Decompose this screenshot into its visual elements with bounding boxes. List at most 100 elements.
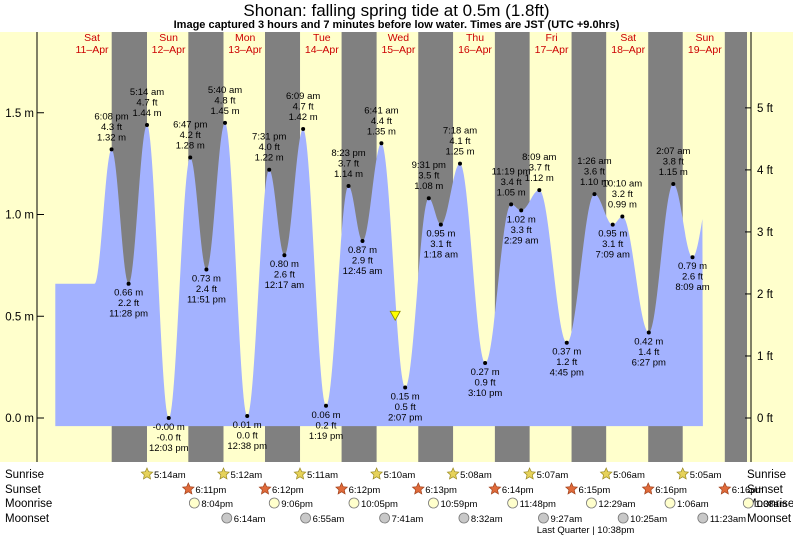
extreme-label: 1.45 m [210, 106, 239, 117]
extreme-label: 0.95 m [598, 229, 627, 240]
day-name: Wed [388, 32, 410, 44]
extreme-point [109, 147, 114, 152]
moonrise-icon [188, 497, 200, 509]
sunset-time: 6:16pm [732, 485, 764, 496]
sunset-icon [258, 482, 272, 495]
y-left-tick-label: 1.5 m [5, 108, 34, 120]
moonrise-icon [586, 497, 597, 509]
moonset-time: 9:27am [550, 514, 582, 525]
extreme-point [204, 267, 209, 272]
extreme-label: 12:17 am [265, 280, 305, 291]
extreme-point [537, 188, 542, 193]
moonset-time: 8:32am [471, 514, 503, 525]
moonset-row-label-right: Moonset [747, 513, 792, 525]
moonset-time: 6:55am [313, 514, 345, 525]
extreme-label: 4.1 ft [449, 136, 470, 147]
sunset-time: 6:14pm [502, 485, 534, 496]
day-date: 16–Apr [458, 44, 492, 56]
y-right-tick-label: 2 ft [757, 289, 774, 301]
extreme-label: 6:27 pm [632, 358, 666, 369]
extreme-point [245, 413, 250, 418]
extreme-point [282, 253, 287, 258]
tide-area [55, 123, 703, 427]
sunrise-icon [140, 467, 154, 480]
extreme-label: 6:41 am [364, 105, 398, 116]
moonset-icon [300, 512, 311, 524]
extreme-label: 2.6 ft [682, 272, 703, 283]
sunset-time: 6:12pm [349, 485, 381, 496]
moonrise-time: 10:59pm [440, 499, 477, 510]
extreme-label: 1.28 m [176, 141, 205, 152]
y-right-tick-label: 1 ft [757, 351, 774, 363]
moonset-time: 10:25am [630, 514, 667, 525]
extreme-label: 1.35 m [367, 126, 396, 137]
sunrise-time: 5:06am [613, 470, 645, 481]
sunrise-row-label-right: Sunrise [747, 469, 786, 481]
extreme-label: 7:18 am [443, 126, 477, 137]
extreme-label: 10:10 am [603, 179, 643, 190]
extreme-label: 3.1 ft [430, 239, 451, 250]
sunset-time: 6:12pm [272, 485, 304, 496]
moonset-icon [697, 512, 709, 524]
moonrise-icon [507, 497, 519, 509]
extreme-label: 0.37 m [552, 347, 581, 358]
extreme-label: 3.4 ft [501, 177, 522, 188]
extreme-label: 11:19 pm [492, 166, 531, 177]
extreme-label: 2.2 ft [118, 298, 139, 309]
moonrise-time: 1:38am [755, 499, 787, 510]
y-right-tick-label: 5 ft [757, 103, 774, 115]
extreme-label: 4.0 ft [259, 142, 280, 153]
moonrise-time: 12:29am [598, 499, 635, 510]
extreme-point [509, 202, 514, 207]
extreme-label: 6:09 am [286, 91, 320, 102]
sunrise-row-label-left: Sunrise [5, 469, 44, 481]
right-margin [747, 32, 793, 462]
extreme-point [403, 385, 408, 390]
extreme-label: 2:07 am [656, 146, 690, 157]
extreme-label: -0.00 m [153, 422, 185, 433]
extreme-label: 1:18 am [424, 250, 458, 261]
extreme-label: 5:40 am [208, 85, 242, 96]
extreme-label: 4.4 ft [371, 116, 392, 127]
sunset-icon [181, 482, 195, 495]
axes: 0.0 m 0.5 m 1.0 m 1.5 m 0 ft 1 ft 2 ft 3 ft 4 ft… [5, 103, 774, 425]
extreme-label: 9:31 pm [412, 160, 446, 171]
day-name: Fri [545, 32, 557, 44]
moonrise-icon [428, 497, 439, 509]
extreme-label: 4.8 ft [214, 95, 235, 106]
extreme-label: 0.0 ft [237, 430, 258, 441]
sunset-time: 6:11pm [195, 485, 226, 496]
extreme-point [564, 340, 569, 345]
y-right-tick-label: 0 ft [757, 413, 774, 425]
extreme-label: 2:29 am [504, 235, 538, 246]
sunrise-icon [370, 467, 384, 480]
extreme-label: 5:14 am [130, 87, 164, 98]
sunset-time: 6:15pm [579, 485, 611, 496]
extreme-label: 6:08 pm [94, 111, 128, 122]
sunset-row-label-left: Sunset [5, 484, 42, 496]
y-right-tick-label: 4 ft [757, 165, 774, 177]
sun-moon-table: Sunrise Sunrise 5:14am 5:12am 5:11am 5:10am 5:… [5, 467, 793, 536]
extreme-label: 11:51 pm [187, 294, 226, 305]
sunset-icon [718, 482, 732, 495]
extreme-label: 4.7 ft [136, 97, 157, 108]
extreme-label: 2:07 pm [388, 412, 422, 423]
day-headers: Sat11–AprSun12–AprMon13–AprTue14–AprWed1… [75, 32, 722, 56]
extreme-label: 0.66 m [114, 288, 143, 299]
extreme-label: 0.42 m [634, 337, 663, 348]
day-date: 11–Apr [75, 44, 109, 56]
day-date: 17–Apr [535, 44, 569, 56]
extreme-label: 4.2 ft [180, 130, 201, 141]
extreme-label: 1.2 ft [556, 357, 577, 368]
extreme-label: 4.3 ft [101, 122, 122, 133]
moonset-time: 11:23am [710, 514, 746, 525]
day-date: 19–Apr [688, 44, 722, 56]
sunrise-time: 5:05am [690, 470, 722, 481]
y-left-tick-label: 0.0 m [5, 413, 34, 425]
extreme-label: 3.6 ft [584, 167, 605, 178]
extreme-point [360, 238, 365, 243]
sunrise-time: 5:08am [460, 470, 492, 481]
extreme-label: 8:09 am [522, 152, 556, 163]
extreme-point [519, 208, 524, 213]
